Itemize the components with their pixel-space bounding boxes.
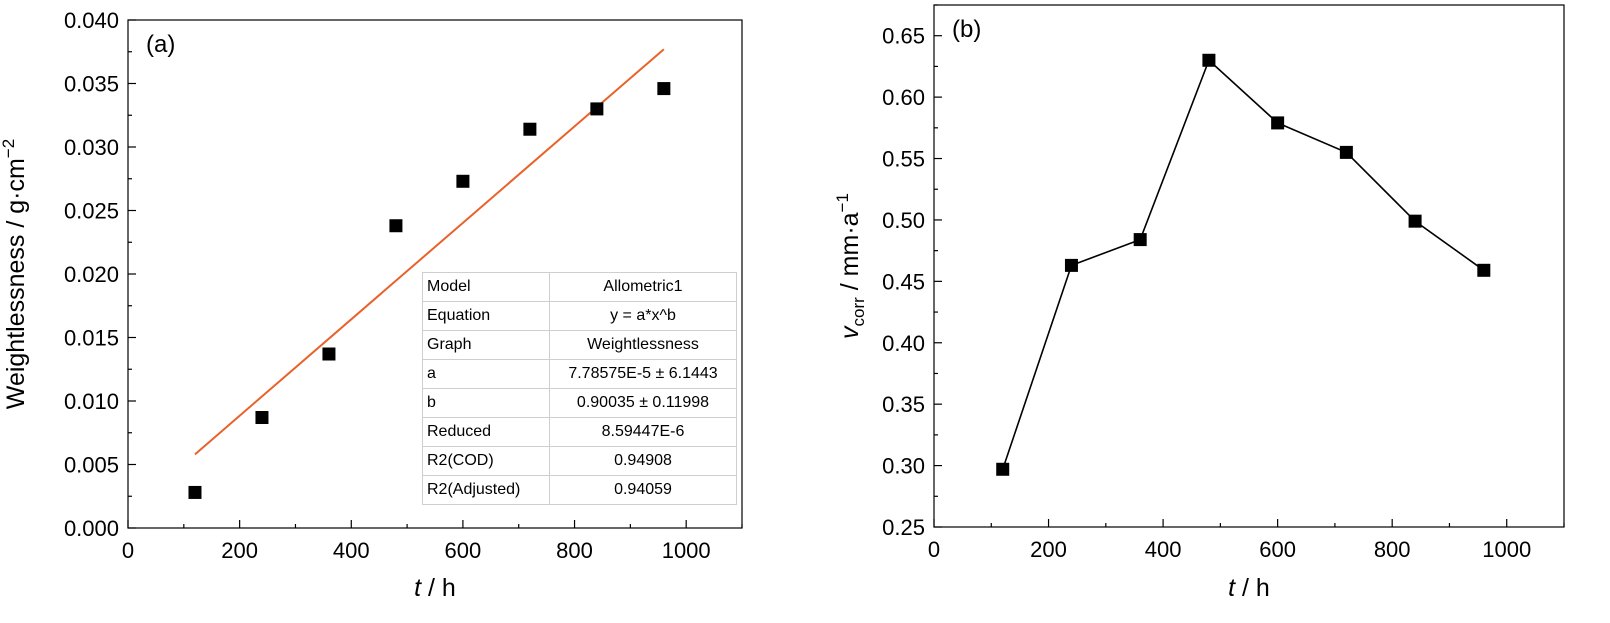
- data-point: [322, 347, 336, 361]
- y-tick-label: 0.035: [64, 72, 119, 97]
- y-tick-label: 0.40: [882, 331, 925, 356]
- plot-frame: [933, 4, 1565, 528]
- y-axis-title: Weightlessness / g·cm−2: [0, 139, 30, 409]
- data-point: [1202, 53, 1216, 67]
- panel-label: (a): [146, 31, 175, 58]
- y-tick-label: 0.030: [64, 135, 119, 160]
- data-point: [255, 411, 269, 425]
- series-line: [1001, 58, 1485, 470]
- x-tick-label: 1000: [1482, 537, 1531, 562]
- fit-table-key: R2(Adjusted): [422, 475, 550, 505]
- y-axis-label: Weightlessness / g·cm: [2, 158, 30, 409]
- fit-table-row: R2(COD) 0.94908: [422, 446, 737, 476]
- data-point: [996, 462, 1010, 476]
- fit-table-value: Weightlessness: [549, 330, 737, 360]
- y-tick-label: 0.45: [882, 269, 925, 294]
- x-axis-symbol: t: [414, 574, 422, 602]
- x-axis-symbol: t: [1228, 574, 1236, 602]
- fit-table-row: b 0.90035 ± 0.11998: [422, 388, 737, 418]
- y-tick-label: 0.55: [882, 147, 925, 172]
- plot-panel-b: 0 200 400 600 800 1000 0.25 0.30 0.35 0.40 0.45 0.5…: [833, 4, 1565, 602]
- x-tick-label: 0: [122, 538, 134, 563]
- x-tick-label: 800: [556, 538, 593, 563]
- fit-table-key: Graph: [422, 330, 550, 360]
- fit-table-value: 0.90035 ± 0.11998: [549, 388, 737, 418]
- fit-table-value: 8.59447E-6: [549, 417, 737, 447]
- x-axis-unit: / h: [1235, 574, 1270, 602]
- y-tick-label: 0.020: [64, 262, 119, 287]
- y-tick-label: 0.025: [64, 199, 119, 224]
- data-point: [389, 219, 403, 233]
- fit-table-value: Allometric1: [549, 272, 737, 302]
- y-axis-unit: / mm·a: [836, 212, 864, 297]
- data-point: [523, 122, 537, 136]
- fit-table-row: Model Allometric1: [422, 272, 737, 302]
- y-axis-subscript: corr: [849, 297, 868, 327]
- y-axis-superscript: −1: [833, 193, 852, 212]
- fit-table-value: 0.94908: [549, 446, 737, 476]
- x-tick-label: 400: [333, 538, 370, 563]
- fit-table-row: R2(Adjusted) 0.94059: [422, 475, 737, 505]
- fit-table-key: b: [422, 388, 550, 418]
- y-tick-label: 0.35: [882, 392, 925, 417]
- y-tick-label: 0.040: [64, 8, 119, 33]
- x-axis-title: t / h: [414, 574, 456, 602]
- y-tick-label: 0.65: [882, 24, 925, 49]
- y-tick-label: 0.000: [64, 516, 119, 541]
- fit-table-row: Reduced 8.59447E-6: [422, 417, 737, 447]
- x-tick-label: 0: [928, 537, 940, 562]
- y-tick-label: 0.005: [64, 453, 119, 478]
- data-point: [1133, 233, 1147, 247]
- y-tick-label: 0.60: [882, 85, 925, 110]
- x-tick-label: 600: [445, 538, 482, 563]
- data-point: [1339, 145, 1353, 159]
- y-tick-label: 0.015: [64, 326, 119, 351]
- y-axis-superscript: −2: [0, 139, 18, 158]
- data-point: [456, 174, 470, 188]
- x-tick-label: 200: [221, 538, 258, 563]
- y-tick-label: 0.50: [882, 208, 925, 233]
- panel-label: (b): [952, 16, 981, 43]
- y-tick-label: 0.30: [882, 454, 925, 479]
- fit-table-key: Reduced: [422, 417, 550, 447]
- data-point: [657, 82, 671, 96]
- data-point: [188, 485, 202, 499]
- x-axis-title: t / h: [1228, 574, 1270, 602]
- data-point: [1271, 116, 1285, 130]
- fit-table-key: a: [422, 359, 550, 389]
- y-tick-label: 0.010: [64, 389, 119, 414]
- fit-table-value: y = a*x^b: [549, 301, 737, 331]
- x-tick-label: 200: [1030, 537, 1067, 562]
- fit-table-row: a 7.78575E-5 ± 6.1443: [422, 359, 737, 389]
- x-tick-label: 600: [1259, 537, 1296, 562]
- fit-table-row: Graph Weightlessness: [422, 330, 737, 360]
- fit-line: [194, 48, 665, 456]
- fit-table-value: 0.94059: [549, 475, 737, 505]
- y-tick-label: 0.25: [882, 515, 925, 540]
- fit-parameters-table: Model Allometric1 Equation y = a*x^b Graph We…: [422, 272, 737, 505]
- y-axis-title: vcorr / mm·a−1: [833, 193, 868, 339]
- x-tick-label: 800: [1374, 537, 1411, 562]
- data-point: [590, 102, 604, 116]
- data-point: [1408, 214, 1422, 228]
- x-axis-unit: / h: [421, 574, 456, 602]
- data-point: [1477, 263, 1491, 277]
- fit-table-key: Equation: [422, 301, 550, 331]
- x-tick-label: 400: [1145, 537, 1182, 562]
- fit-table-key: R2(COD): [422, 446, 550, 476]
- y-axis-symbol: v: [836, 325, 864, 339]
- data-point: [1064, 258, 1078, 272]
- fit-table-key: Model: [422, 272, 550, 302]
- fit-table-value: 7.78575E-5 ± 6.1443: [549, 359, 737, 389]
- plot-panel-a: 0 200 400 600 800 1000 0.000 0.005 0.010 0.015 0.0…: [0, 8, 743, 602]
- x-tick-label: 1000: [662, 538, 711, 563]
- fit-table-row: Equation y = a*x^b: [422, 301, 737, 331]
